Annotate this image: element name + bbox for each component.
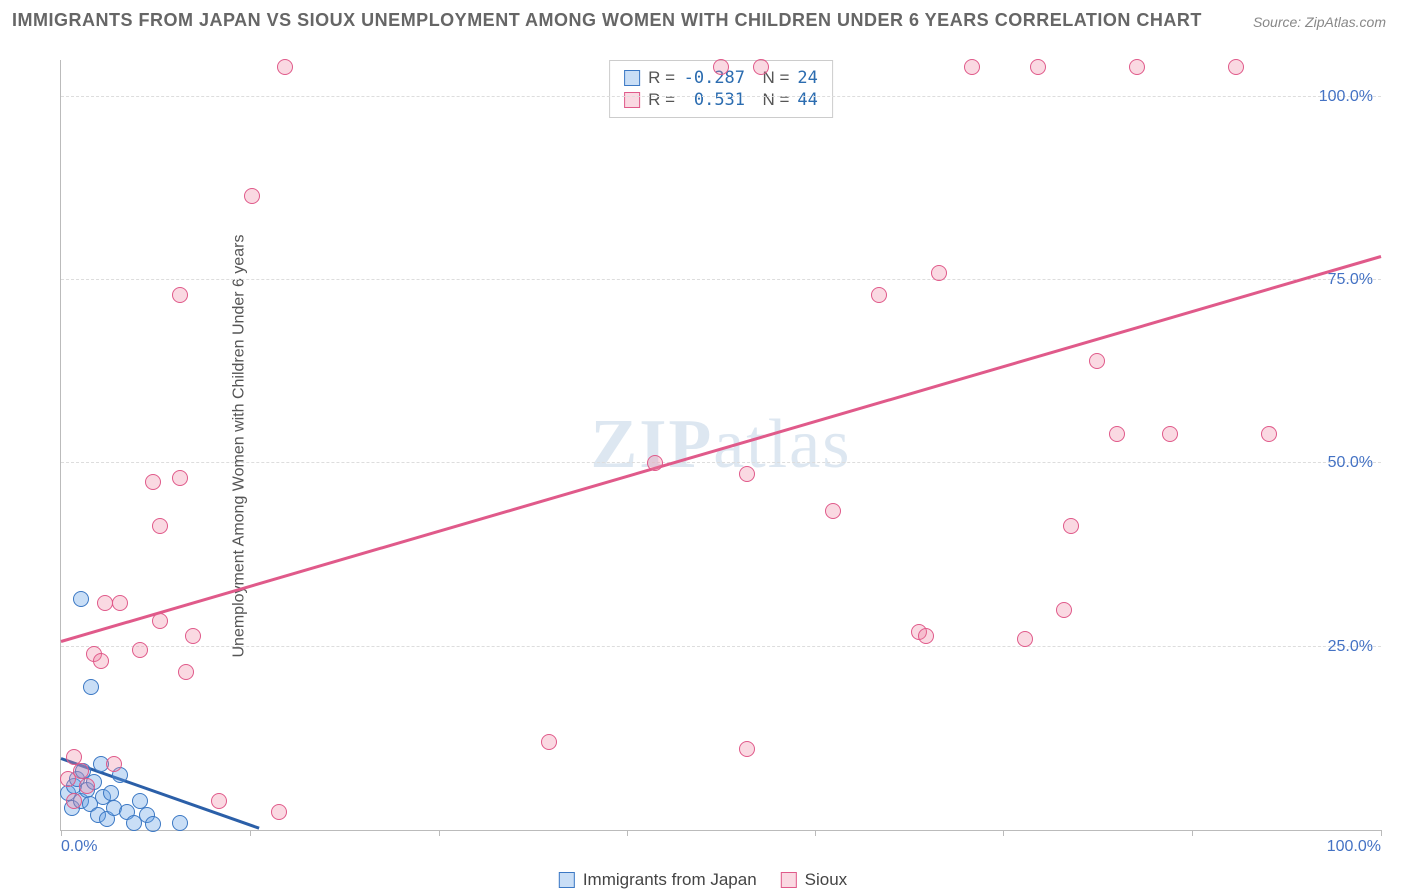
bottom-legend: Immigrants from Japan Sioux	[559, 870, 847, 890]
data-point	[931, 265, 947, 281]
legend-item-2: Sioux	[781, 870, 848, 890]
chart-container: IMMIGRANTS FROM JAPAN VS SIOUX UNEMPLOYM…	[0, 0, 1406, 892]
data-point	[132, 793, 148, 809]
data-point	[1228, 59, 1244, 75]
source-attribution: Source: ZipAtlas.com	[1253, 14, 1386, 30]
data-point	[1030, 59, 1046, 75]
y-tick-label: 100.0%	[1319, 88, 1373, 106]
data-point	[178, 664, 194, 680]
data-point	[1056, 602, 1072, 618]
data-point	[1063, 518, 1079, 534]
data-point	[739, 741, 755, 757]
data-point	[1162, 426, 1178, 442]
x-tick-mark	[627, 830, 628, 836]
data-point	[60, 771, 76, 787]
data-point	[145, 474, 161, 490]
data-point	[106, 756, 122, 772]
data-point	[93, 653, 109, 669]
data-point	[172, 815, 188, 831]
x-tick-mark	[61, 830, 62, 836]
gridline	[61, 279, 1381, 280]
stat-value-r-2: 0.531	[683, 89, 745, 111]
data-point	[66, 793, 82, 809]
x-tick-mark	[1192, 830, 1193, 836]
data-point	[73, 591, 89, 607]
data-point	[79, 778, 95, 794]
data-point	[713, 59, 729, 75]
data-point	[103, 785, 119, 801]
x-tick-label: 100.0%	[1327, 838, 1381, 856]
legend-label-1: Immigrants from Japan	[583, 870, 757, 890]
x-tick-mark	[815, 830, 816, 836]
x-tick-label: 0.0%	[61, 838, 97, 856]
data-point	[541, 734, 557, 750]
data-point	[83, 679, 99, 695]
x-tick-mark	[1003, 830, 1004, 836]
y-tick-label: 25.0%	[1328, 638, 1373, 656]
data-point	[66, 749, 82, 765]
data-point	[1089, 353, 1105, 369]
legend-swatch-2	[781, 872, 797, 888]
data-point	[97, 595, 113, 611]
data-point	[172, 470, 188, 486]
data-point	[185, 628, 201, 644]
x-tick-mark	[1381, 830, 1382, 836]
data-point	[739, 466, 755, 482]
data-point	[152, 613, 168, 629]
data-point	[244, 188, 260, 204]
data-point	[277, 59, 293, 75]
stat-value-n-2: 44	[797, 89, 817, 111]
data-point	[825, 503, 841, 519]
data-point	[145, 816, 161, 832]
data-point	[753, 59, 769, 75]
swatch-series-1	[624, 70, 640, 86]
data-point	[1129, 59, 1145, 75]
stat-label-r: R =	[648, 67, 675, 89]
plot-area: ZIPatlas R = -0.287 N = 24 R = 0.531 N =…	[60, 60, 1381, 831]
gridline	[61, 646, 1381, 647]
chart-title: IMMIGRANTS FROM JAPAN VS SIOUX UNEMPLOYM…	[12, 10, 1202, 31]
swatch-series-2	[624, 92, 640, 108]
legend-item-1: Immigrants from Japan	[559, 870, 757, 890]
gridline	[61, 96, 1381, 97]
y-tick-label: 75.0%	[1328, 271, 1373, 289]
data-point	[1017, 631, 1033, 647]
data-point	[152, 518, 168, 534]
x-tick-mark	[250, 830, 251, 836]
data-point	[211, 793, 227, 809]
data-point	[112, 595, 128, 611]
stat-label-r: R =	[648, 89, 675, 111]
regression-line	[61, 255, 1382, 643]
data-point	[871, 287, 887, 303]
data-point	[647, 455, 663, 471]
stat-row-series-2: R = 0.531 N = 44	[624, 89, 818, 111]
x-tick-mark	[439, 830, 440, 836]
data-point	[271, 804, 287, 820]
data-point	[1109, 426, 1125, 442]
data-point	[1261, 426, 1277, 442]
data-point	[918, 628, 934, 644]
gridline	[61, 462, 1381, 463]
data-point	[132, 642, 148, 658]
data-point	[172, 287, 188, 303]
legend-label-2: Sioux	[805, 870, 848, 890]
y-tick-label: 50.0%	[1328, 454, 1373, 472]
legend-swatch-1	[559, 872, 575, 888]
stat-label-n: N =	[753, 89, 789, 111]
stat-value-n-1: 24	[797, 67, 817, 89]
data-point	[964, 59, 980, 75]
